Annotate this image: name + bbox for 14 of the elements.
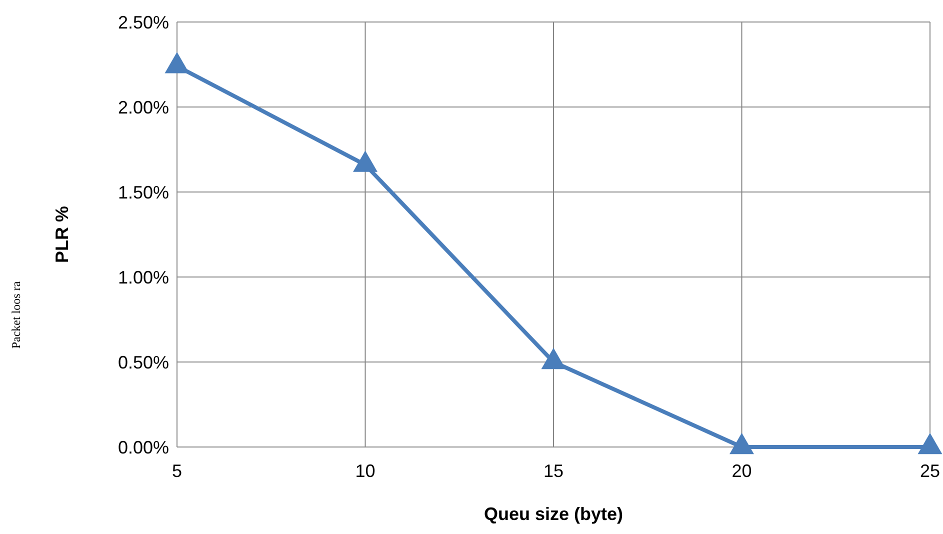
text: Packet loos ra bbox=[9, 280, 23, 349]
y-tick-label: 0.50% bbox=[118, 352, 169, 372]
x-axis-title: Queu size (byte) bbox=[484, 504, 624, 524]
y-tick-label: 1.00% bbox=[118, 267, 169, 288]
y-axis-title: PLR % bbox=[52, 206, 72, 264]
y-tick-label: 2.50% bbox=[118, 12, 169, 32]
x-tick-label: 15 bbox=[543, 461, 564, 481]
x-tick-label: 20 bbox=[732, 461, 752, 481]
x-tick-label: 10 bbox=[355, 461, 376, 481]
x-tick-label: 5 bbox=[172, 461, 182, 481]
y-tick-label: 0.00% bbox=[118, 437, 169, 458]
x-tick-label: 25 bbox=[920, 461, 940, 481]
y-tick-label: 2.00% bbox=[118, 97, 169, 118]
y-tick-label: 1.50% bbox=[118, 182, 169, 202]
